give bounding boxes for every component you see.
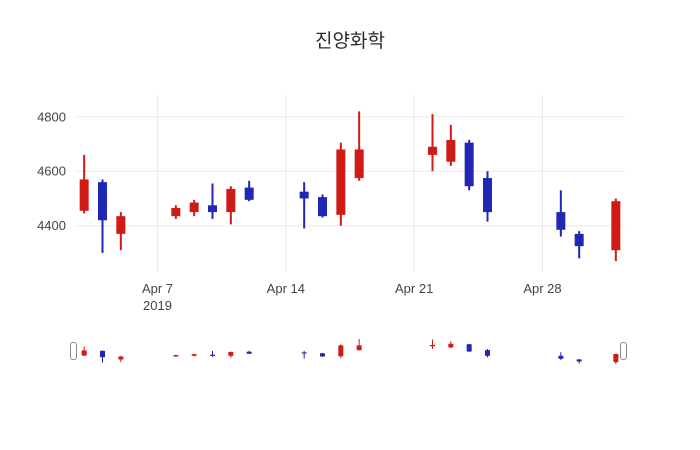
candle-body — [171, 208, 181, 217]
y-tick-label: 4800 — [37, 109, 66, 124]
candle-body — [446, 139, 456, 162]
rangeslider-candle-body — [191, 354, 197, 356]
rangeslider-candle-body — [466, 344, 472, 352]
candle-body — [611, 201, 621, 251]
candle-body — [318, 197, 327, 217]
rangeslider-handle-right[interactable] — [620, 342, 627, 360]
candle-body — [336, 149, 346, 215]
chart-title: 진양화학 — [315, 31, 385, 52]
candle-body — [189, 202, 199, 213]
rangeslider-candle-body — [338, 345, 344, 357]
candle-body — [98, 182, 107, 221]
candle-body — [299, 191, 309, 199]
y-tick-label: 4600 — [37, 164, 66, 179]
candle-body — [208, 205, 217, 213]
candle-body — [428, 146, 437, 155]
x-tick-label: Apr 28 — [523, 281, 561, 296]
candle-body — [354, 149, 364, 179]
x-tick-label: Apr 7 — [142, 281, 173, 296]
candle-body — [79, 179, 89, 211]
candle-body — [556, 212, 566, 230]
rangeslider-candle-body — [485, 350, 490, 356]
rangeslider-candle-body — [118, 356, 124, 360]
candle-body — [116, 216, 126, 234]
rangeslider-candle-body — [210, 354, 215, 356]
x-tick-label: Apr 14 — [267, 281, 305, 296]
rangeslider-candle-body — [320, 353, 325, 357]
rangeslider-candle-body — [448, 343, 454, 348]
y-tick-label: 4400 — [37, 218, 66, 233]
rangeslider-candle-body — [228, 351, 234, 356]
rangeslider-candle-body — [576, 359, 582, 362]
rangeslider-candle-body — [613, 354, 619, 363]
candle-body — [464, 142, 474, 187]
candle-body — [226, 188, 236, 213]
rangeslider-candle-body — [81, 350, 87, 356]
rangeslider-candle-body — [301, 352, 307, 354]
candle-body — [574, 233, 584, 247]
candle-body — [244, 187, 254, 200]
candle-body — [483, 178, 492, 213]
rangeslider-candle-body — [100, 350, 105, 358]
rangeslider-candle-body — [558, 355, 564, 359]
x-tick-sublabel: 2019 — [143, 298, 172, 313]
rangeslider-candle-body — [173, 355, 179, 357]
x-tick-label: Apr 21 — [395, 281, 433, 296]
rangeslider-handle-left[interactable] — [70, 342, 77, 360]
rangeslider-candle-body — [430, 344, 435, 347]
rangeslider-candle-body — [356, 345, 362, 351]
rangeslider-candle-body — [246, 351, 252, 354]
